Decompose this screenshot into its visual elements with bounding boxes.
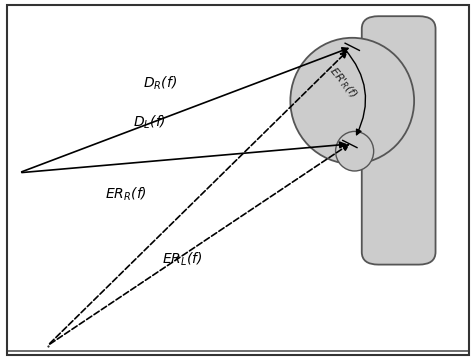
Text: D$_{L}$($f$): D$_{L}$($f$) (133, 114, 166, 131)
Ellipse shape (336, 131, 374, 171)
Text: ER$_{L}$($f$): ER$_{L}$($f$) (162, 251, 202, 268)
Ellipse shape (290, 38, 414, 164)
Text: ER$_{R}$($f$): ER$_{R}$($f$) (105, 186, 147, 203)
FancyBboxPatch shape (362, 16, 436, 265)
Text: D$_{R}$($f$): D$_{R}$($f$) (143, 74, 177, 91)
Text: ER'$_{R}$($f$): ER'$_{R}$($f$) (326, 64, 360, 102)
